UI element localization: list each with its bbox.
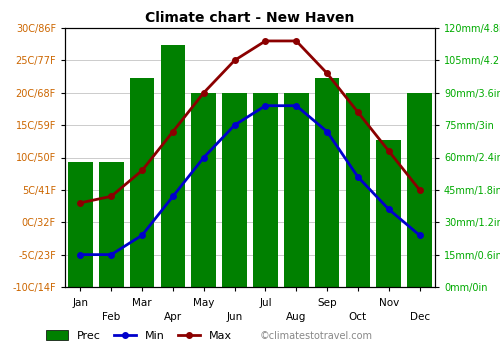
Bar — [68, 162, 93, 287]
Text: Aug: Aug — [286, 312, 306, 322]
Bar — [222, 93, 247, 287]
Text: Mar: Mar — [132, 298, 152, 308]
Bar — [376, 140, 401, 287]
Text: Nov: Nov — [378, 298, 399, 308]
Text: Oct: Oct — [349, 312, 367, 322]
Text: Jun: Jun — [226, 312, 242, 322]
Title: Climate chart - New Haven: Climate chart - New Haven — [146, 12, 354, 26]
Text: Dec: Dec — [410, 312, 430, 322]
Bar — [99, 162, 124, 287]
Text: Sep: Sep — [318, 298, 337, 308]
Text: May: May — [193, 298, 214, 308]
Bar — [130, 78, 154, 287]
Text: ©climatestotravel.com: ©climatestotravel.com — [260, 331, 373, 341]
Text: Feb: Feb — [102, 312, 120, 322]
Legend: Prec, Min, Max: Prec, Min, Max — [46, 330, 232, 341]
Bar — [253, 93, 278, 287]
Text: Jan: Jan — [72, 298, 88, 308]
Bar — [346, 93, 370, 287]
Bar — [160, 45, 186, 287]
Bar — [192, 93, 216, 287]
Text: Jul: Jul — [259, 298, 272, 308]
Bar — [284, 93, 308, 287]
Bar — [315, 78, 340, 287]
Bar — [407, 93, 432, 287]
Text: Apr: Apr — [164, 312, 182, 322]
